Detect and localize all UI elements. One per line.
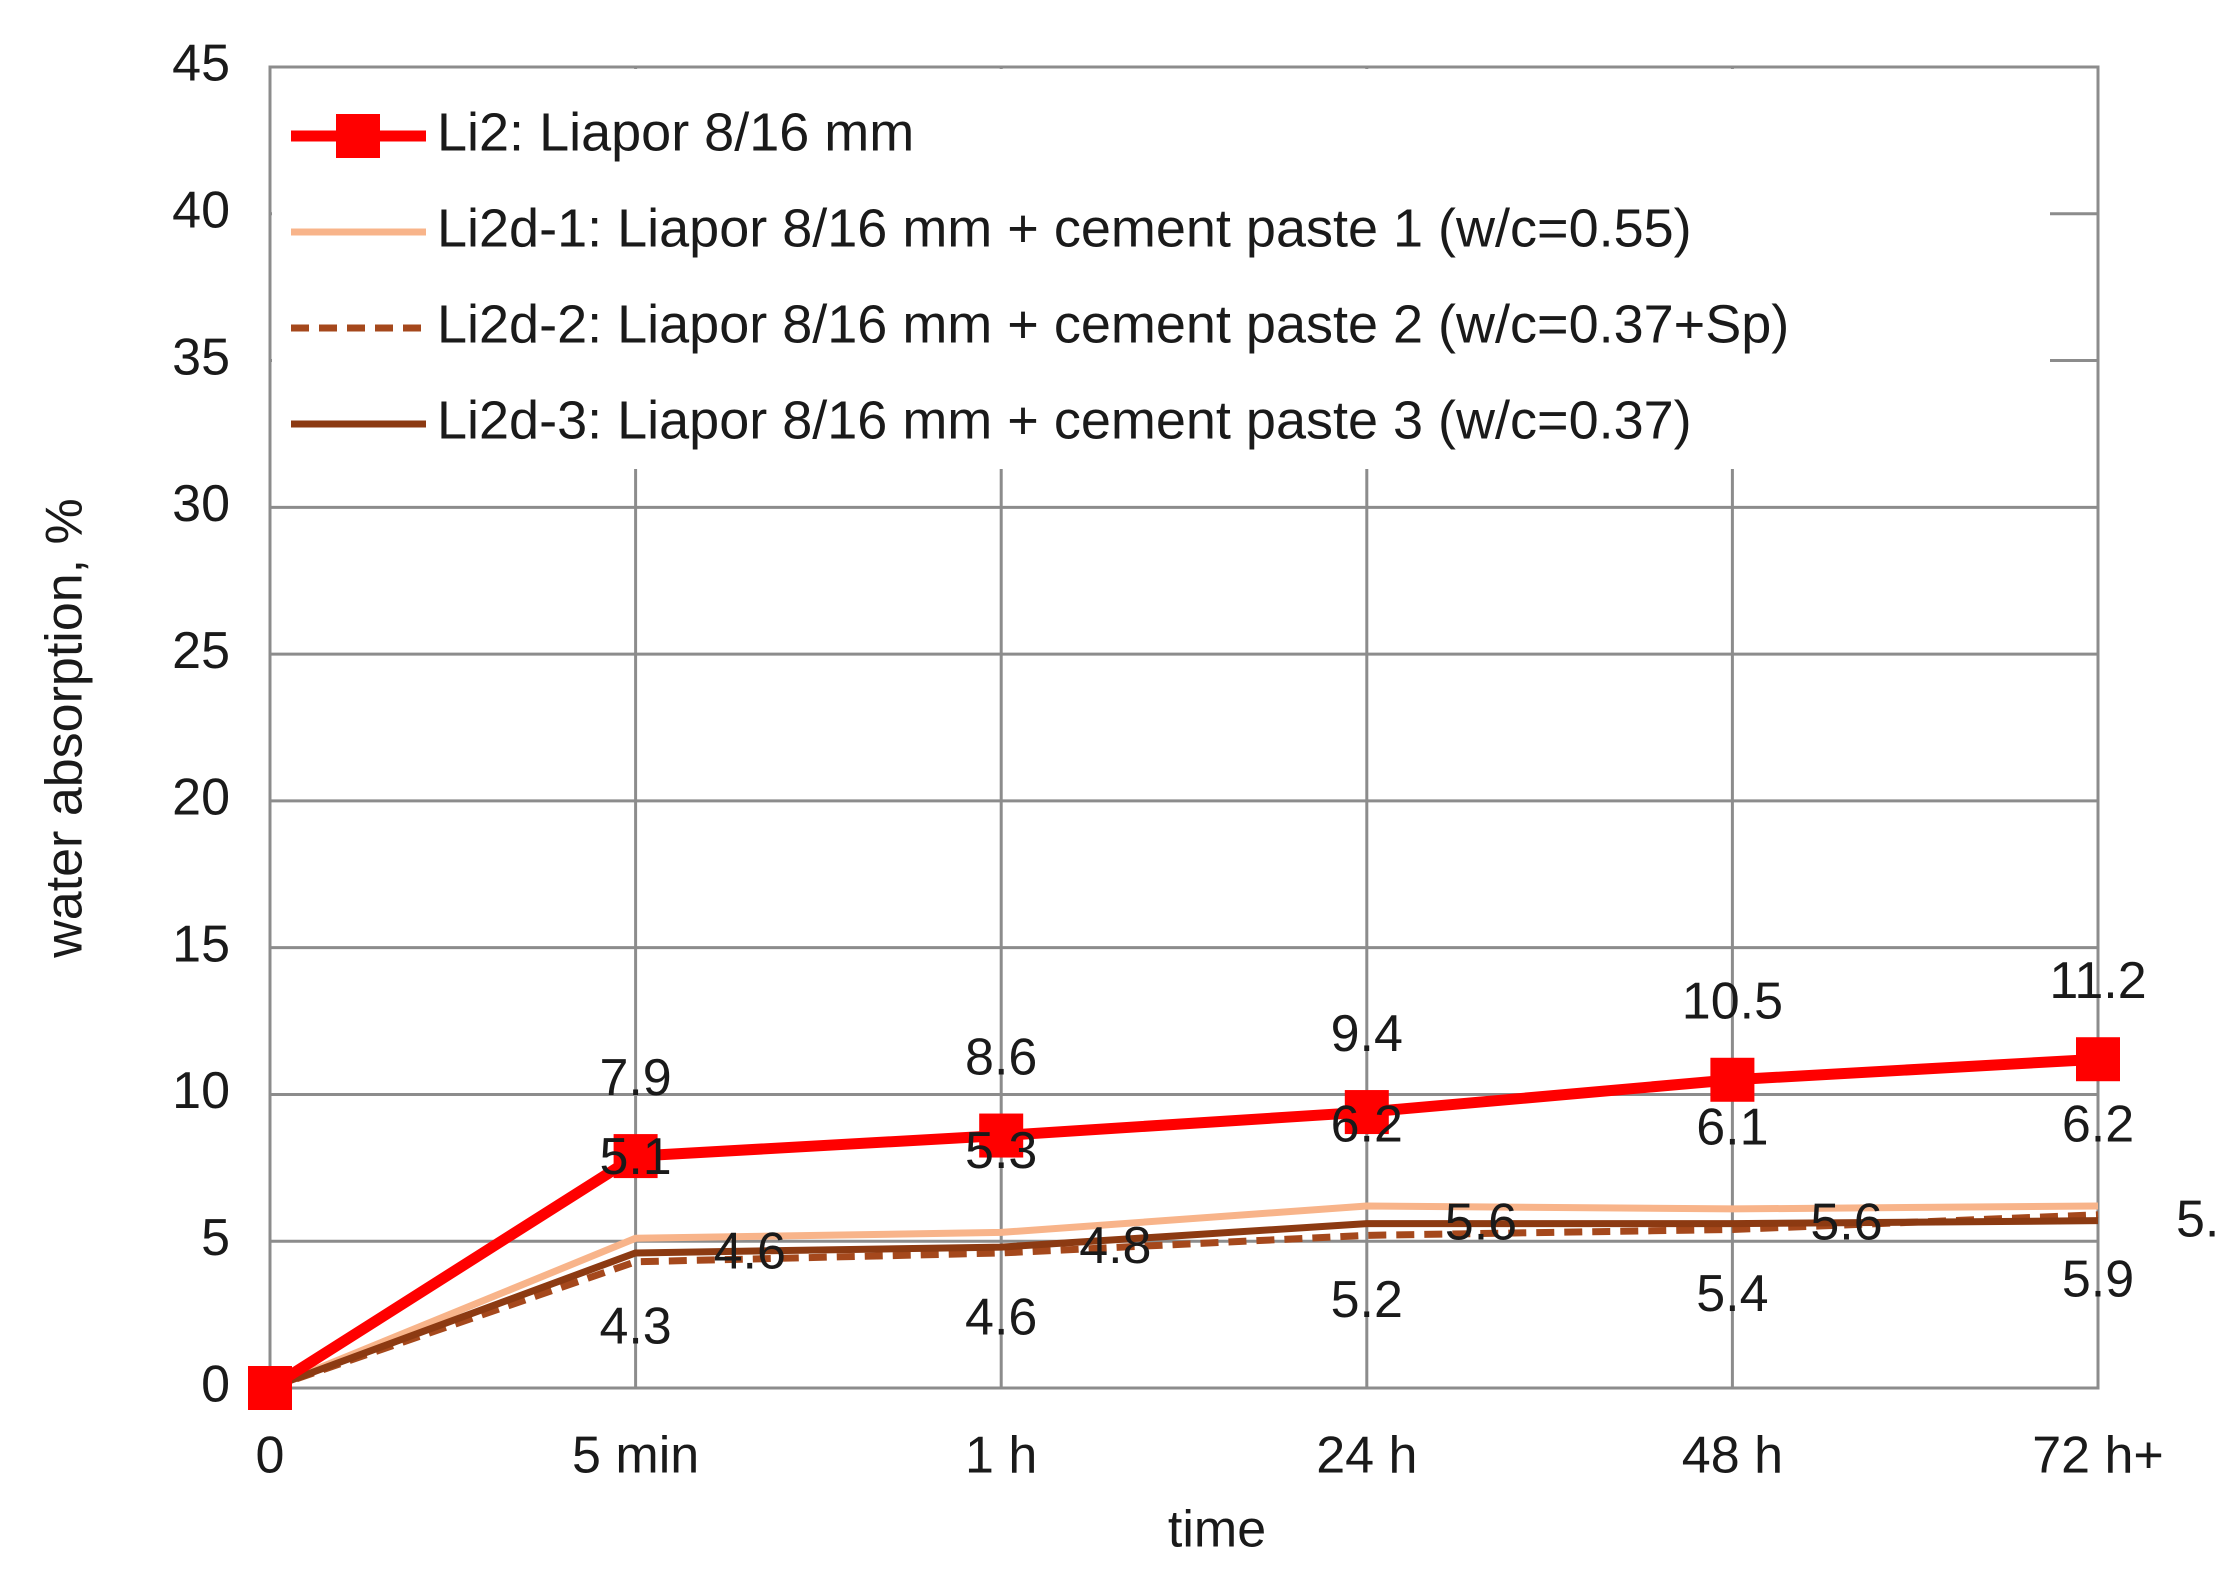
y-tick-label: 40 [172,182,230,240]
y-tick-label: 45 [172,35,230,93]
x-tick-label: 48 h [1682,1427,1783,1485]
data-point [1344,1090,1389,1135]
x-tick-label: 72 h+ [2032,1427,2164,1485]
data-label: 9.4 [1331,1005,1403,1063]
data-point [613,1134,658,1179]
y-tick-label: 5 [201,1209,230,1267]
legend-label: Li2d-3: Liapor 8/16 mm + cement paste 3 … [437,390,1692,450]
legend-box [272,69,2050,469]
data-label: 5.1 [599,1128,671,1186]
y-tick-label: 0 [201,1356,230,1414]
y-tick-label: 25 [172,622,230,680]
y-tick-label: 20 [172,769,230,827]
x-axis-title: time [1168,1501,1266,1559]
data-label: 5.3 [965,1122,1037,1180]
legend-label: Li2: Liapor 8/16 mm [437,102,914,162]
legend-label: Li2d-2: Liapor 8/16 mm + cement paste 2 … [437,294,1789,354]
data-point [248,1366,292,1410]
data-label: 6.1 [1696,1099,1768,1157]
data-point [2076,1037,2120,1082]
data-line [268,1211,2099,1392]
x-tick-label: 5 min [572,1427,699,1485]
legend-marker [336,114,380,158]
y-axis-title: water absorption, % [36,498,94,959]
data-label: 5.6 [1810,1193,1882,1251]
data-line [268,1202,2099,1392]
x-tick-label: 24 h [1316,1427,1417,1485]
y-tick-label: 35 [172,328,230,386]
data-label: 7.9 [599,1049,671,1107]
data-label: 6.2 [2062,1096,2134,1154]
data-label: 4.6 [965,1289,1037,1347]
data-label: 4.8 [1079,1217,1151,1275]
legend-label: Li2d-1: Liapor 8/16 mm + cement paste 1 … [437,198,1692,258]
data-label: 8.6 [965,1028,1037,1086]
y-tick-label: 30 [172,475,230,533]
data-label: 5.6 [1445,1193,1517,1251]
data-label: 5.7 [2176,1190,2217,1248]
data-label: 11.2 [2049,952,2146,1010]
data-label: 4.6 [714,1223,786,1281]
data-label: 5.2 [1331,1271,1403,1329]
data-label: 10.5 [1682,973,1783,1031]
plot-border [268,65,2100,1390]
data-label: 5.4 [1696,1265,1768,1323]
y-tick-label: 15 [172,915,230,973]
x-tick-label: 0 [256,1427,285,1485]
x-tick-label: 1 h [965,1427,1037,1485]
data-line [267,1053,2099,1393]
data-label: 4.3 [599,1298,671,1356]
y-tick-label: 10 [172,1062,230,1120]
data-point [979,1113,1024,1158]
data-line [268,1217,2099,1392]
data-point [1710,1057,1755,1102]
data-label: 6.2 [1331,1096,1403,1154]
data-label: 5.9 [2062,1251,2134,1309]
